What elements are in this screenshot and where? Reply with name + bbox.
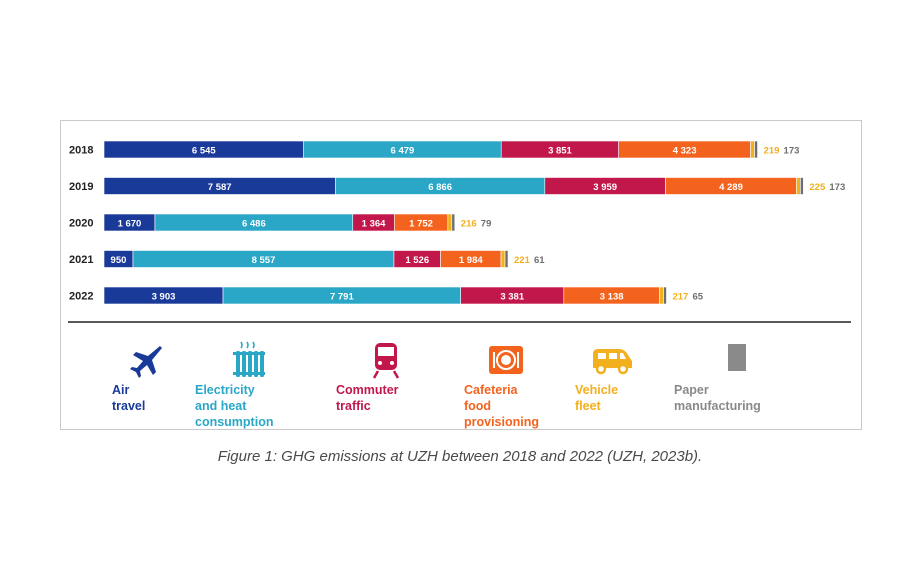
bar-2020-vehicle-fleet xyxy=(447,213,453,232)
legend-label-cafeteria: Cafeteria food provisioning xyxy=(464,383,539,429)
train-icon xyxy=(372,343,400,379)
bar-2021-vehicle-fleet xyxy=(500,250,506,268)
value-label-2018-0: 6 545 xyxy=(192,146,216,157)
bar-2020-paper-manufacturing xyxy=(451,213,456,232)
value-label-2022-2: 3 381 xyxy=(500,292,524,303)
legend-label-paper: Paper manufacturing xyxy=(674,383,761,413)
year-label-2021: 2021 xyxy=(69,254,93,266)
value-label-2021-3: 1 984 xyxy=(459,255,483,266)
value-label-2018-vehicle: 219 xyxy=(764,146,780,157)
value-label-2019-paper: 173 xyxy=(829,182,845,193)
value-label-2018-1: 6 479 xyxy=(391,146,415,157)
bar-2019-paper-manufacturing xyxy=(800,177,804,195)
value-label-2022-1: 7 791 xyxy=(330,292,354,303)
value-label-2021-0: 950 xyxy=(111,255,127,266)
value-label-2022-3: 3 138 xyxy=(600,292,624,303)
bar-2018-vehicle-fleet xyxy=(750,140,755,159)
value-label-2018-paper: 173 xyxy=(784,146,800,157)
radiator-icon xyxy=(233,341,265,377)
year-label-2022: 2022 xyxy=(69,291,93,303)
value-label-2020-0: 1 670 xyxy=(118,219,142,230)
figure-caption: Figure 1: GHG emissions at UZH between 2… xyxy=(217,448,703,465)
value-label-2022-vehicle: 217 xyxy=(672,292,688,303)
value-label-2018-2: 3 851 xyxy=(548,146,572,157)
value-label-2021-paper: 61 xyxy=(534,255,545,266)
value-label-2022-0: 3 903 xyxy=(152,292,176,303)
figure-frame xyxy=(60,120,862,430)
legend: Air travel Electricity and heat consumpti… xyxy=(0,340,920,430)
value-label-2022-paper: 65 xyxy=(692,292,703,303)
value-label-2020-3: 1 752 xyxy=(409,219,433,230)
legend-label-vehicle-fleet: Vehicle fleet xyxy=(575,383,619,413)
value-label-2020-paper: 79 xyxy=(481,219,492,230)
legend-label-air-travel: Air travel xyxy=(112,383,146,413)
year-label-2019: 2019 xyxy=(69,181,93,193)
value-label-2020-vehicle: 216 xyxy=(461,219,477,230)
value-label-2019-0: 7 587 xyxy=(208,182,232,193)
value-label-2021-1: 8 557 xyxy=(252,255,276,266)
bar-2019-vehicle-fleet xyxy=(796,177,801,195)
bar-2022-vehicle-fleet xyxy=(659,286,664,305)
year-label-2018: 2018 xyxy=(69,145,93,157)
bar-2018-paper-manufacturing xyxy=(754,140,758,159)
value-label-2019-vehicle: 225 xyxy=(809,182,826,193)
value-label-2021-2: 1 526 xyxy=(405,255,429,266)
value-label-2020-2: 1 364 xyxy=(362,219,386,230)
van-icon xyxy=(593,349,632,375)
plate-icon xyxy=(489,346,523,374)
paper-icon xyxy=(728,344,746,371)
legend-label-commuter-traffic: Commuter traffic xyxy=(336,383,399,413)
value-label-2019-2: 3 959 xyxy=(593,182,617,193)
airplane-icon xyxy=(130,346,162,378)
bar-2022-paper-manufacturing xyxy=(663,286,667,305)
value-label-2018-3: 4 323 xyxy=(673,146,697,157)
legend-label-electricity: Electricity and heat consumption xyxy=(195,383,274,429)
value-label-2021-vehicle: 221 xyxy=(514,255,531,266)
value-label-2019-3: 4 289 xyxy=(719,182,743,193)
value-label-2020-1: 6 486 xyxy=(242,219,266,230)
bar-2021-paper-manufacturing xyxy=(504,250,509,268)
year-label-2020: 2020 xyxy=(69,218,93,230)
value-label-2019-1: 6 866 xyxy=(428,182,452,193)
